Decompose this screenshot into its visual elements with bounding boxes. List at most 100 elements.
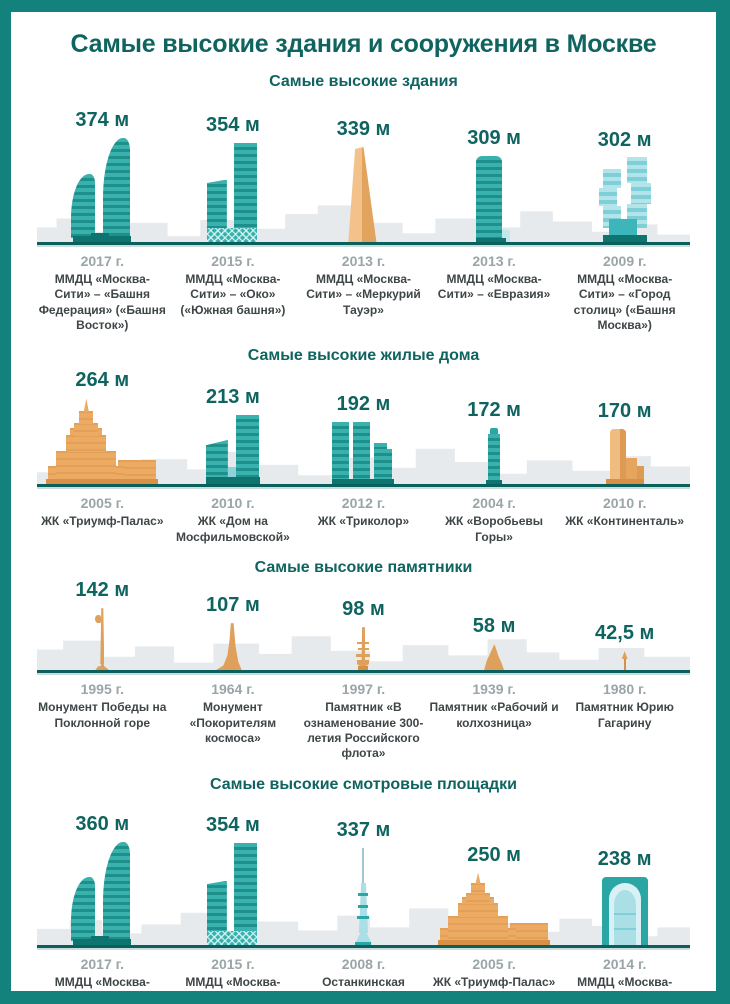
height-label: 42,5 м [595, 622, 655, 645]
ground-line [37, 242, 690, 245]
section-title: Самые высокие памятники [254, 559, 473, 577]
ranking-item: 360 м [37, 813, 168, 945]
item-caption: 2015 г. ММДЦ «Москва-Сити» – «Око» («Южна… [168, 956, 299, 991]
item-caption: 1995 г. Монумент Победы на Поклонной горе [37, 681, 168, 761]
ranking-item: 309 м [429, 127, 560, 242]
section-title: Самые высокие жилые дома [247, 347, 480, 365]
ranking-item: 192 м [298, 393, 429, 485]
section-chart: 264 м 213 м 192 м 172 м 170 м [37, 369, 690, 488]
ground-line [37, 484, 690, 488]
year-label: 2017 г. [80, 955, 124, 972]
ranking-item: 339 м [298, 118, 429, 242]
building-name: ЖК «Триколор» [317, 514, 410, 529]
ranking-item: 107 м [168, 594, 299, 671]
building-icon-vorobyovy-tower [486, 428, 503, 485]
year-label: 1964 г. [211, 681, 255, 698]
item-caption: 2015 г. ММДЦ «Москва-Сити» – «Око» («Южна… [168, 253, 299, 333]
year-label: 2015 г. [211, 253, 255, 269]
year-label: 1939 г. [472, 681, 516, 698]
year-label: 2010 г. [211, 495, 255, 512]
height-label: 238 м [597, 847, 652, 870]
building-icon-space-monument [215, 623, 250, 671]
building-name: ММДЦ «Москва-Сити» – «Башня Империя» [577, 974, 673, 991]
height-label: 107 м [206, 594, 260, 617]
infographic-section: Самые высокие смотровые площадки 360 м 354… [11, 776, 716, 991]
labels-row: 1995 г. Монумент Победы на Поклонной горе… [37, 681, 690, 761]
building-name: ЖК «Триумф-Палас» [41, 514, 164, 529]
building-icon-imperia-tower [601, 876, 648, 945]
infographic-section: Самые высокие жилые дома 264 м 213 м 192 м 1… [11, 347, 716, 545]
building-icon-oko-tower [206, 842, 259, 945]
year-label: 2015 г. [211, 955, 255, 972]
building-name: Останкинская телебашня [322, 974, 405, 991]
ranking-item: 354 м [168, 114, 299, 242]
year-label: 2010 г. [602, 495, 647, 512]
building-icon-mercury-tower [344, 147, 382, 242]
year-label: 2009 г. [602, 253, 647, 269]
building-icon-peter-monument [354, 627, 372, 671]
height-label: 170 м [597, 400, 652, 423]
item-caption: 2017 г. ММДЦ «Москва-Сити» – «Башня Федер… [37, 956, 168, 991]
labels-row: 2017 г. ММДЦ «Москва-Сити» – «Башня Федер… [37, 253, 690, 333]
section-chart: 142 м 107 м 98 м 58 м 42,5 м [37, 579, 690, 674]
ground-line [37, 944, 690, 948]
item-caption: 2010 г. ЖК «Дом на Мосфильмовской» [168, 495, 299, 545]
building-name: Монумент «Покорителям космоса» [189, 700, 277, 745]
year-label: 2014 г. [602, 955, 647, 972]
year-label: 2017 г. [80, 253, 124, 269]
item-caption: 2009 г. ММДЦ «Москва-Сити» – «Город столи… [559, 253, 690, 333]
item-caption: 2005 г. ЖК «Триумф-Палас» [37, 495, 168, 545]
building-name: ММДЦ «Москва-Сити» – «Город столиц» («Ба… [573, 272, 676, 333]
item-caption: 1964 г. Монумент «Покорителям космоса» [168, 681, 299, 761]
building-name: Памятник «В ознаменование 300-летия Росс… [303, 700, 424, 761]
building-icon-gagarin-column [621, 651, 629, 671]
building-icon-worker-statue [484, 644, 505, 671]
item-caption: 1997 г. Памятник «В ознаменование 300-лет… [298, 681, 429, 761]
building-name: ММДЦ «Москва-Сити» – «Око» («Южная башня… [185, 974, 281, 991]
height-label: 302 м [597, 129, 652, 151]
item-caption: 2017 г. ММДЦ «Москва-Сити» – «Башня Федер… [37, 253, 168, 333]
item-caption: 2005 г. ЖК «Триумф-Палас» [429, 956, 560, 991]
ranking-item: 250 м [429, 844, 560, 945]
building-icon-federation-tower [71, 841, 133, 945]
year-label: 1995 г. [80, 681, 124, 698]
item-caption: 2012 г. ЖК «Триколор» [298, 495, 429, 545]
building-icon-mosfilm-tower [205, 415, 260, 485]
infographic-frame: Самые высокие здания и сооружения в Моск… [11, 12, 716, 991]
ranking-item: 98 м [298, 598, 429, 671]
building-icon-pobeda-obelisk [94, 608, 110, 671]
building-icon-tricolor-tower [332, 422, 395, 485]
ranking-item: 302 м [559, 129, 690, 242]
building-name: ЖК «Триумф-Палас» [432, 974, 556, 989]
building-icon-federation-tower [71, 138, 133, 242]
ranking-item: 170 м [559, 400, 690, 485]
building-name: ЖК «Дом на Мосфильмовской» [176, 514, 290, 544]
ranking-item: 238 м [559, 848, 690, 945]
building-name: ММДЦ «Москва-Сити» – «Башня Федерация» (… [38, 272, 166, 333]
building-name: ЖК «Континенталь» [565, 514, 685, 529]
item-caption: 2004 г. ЖК «Воробьевы Горы» [429, 495, 560, 545]
height-label: 354 м [206, 813, 260, 836]
building-icon-kontinental-tower [604, 429, 646, 485]
height-label: 58 м [472, 615, 516, 638]
ranking-item: 213 м [168, 386, 299, 485]
building-name: ММДЦ «Москва-Сити» – «Меркурий Тауэр» [306, 272, 421, 317]
ranking-item: 172 м [429, 399, 560, 485]
year-label: 2005 г. [472, 955, 516, 972]
height-label: 213 м [206, 386, 260, 409]
item-caption: 2013 г. ММДЦ «Москва-Сити» – «Меркурий Та… [298, 253, 429, 333]
building-icon-capital-cities-tower [597, 157, 653, 242]
building-icon-ostankino-tower [352, 847, 374, 945]
building-icon-oko-tower [206, 143, 259, 242]
year-label: 2005 г. [80, 495, 124, 512]
ranking-item: 337 м [298, 819, 429, 945]
sections-container: Самые высокие здания 374 м 354 м 339 м 309 м… [11, 59, 716, 991]
section-title: Самые высокие здания [269, 73, 458, 90]
building-icon-triumph-palace [46, 398, 159, 485]
height-label: 172 м [467, 399, 521, 422]
building-name: Памятник Юрию Гагарину [575, 700, 674, 730]
height-label: 354 м [206, 114, 260, 136]
infographic-title: Самые высокие здания и сооружения в Моск… [70, 30, 657, 58]
ranking-item: 354 м [168, 814, 299, 945]
year-label: 2012 г. [341, 495, 386, 512]
